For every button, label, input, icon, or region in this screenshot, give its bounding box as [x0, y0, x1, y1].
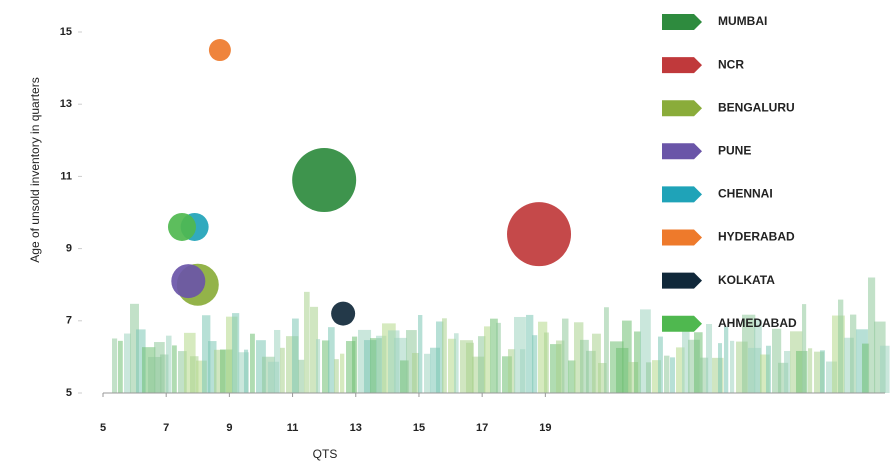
skyline-building — [352, 337, 357, 393]
legend-label: BENGALURU — [718, 100, 795, 114]
bubble — [507, 202, 571, 266]
bubble — [171, 264, 205, 298]
skyline-building — [166, 336, 172, 393]
chart: Age of unsold inventory in quarters QTS … — [0, 0, 890, 468]
x-tick-label: 9 — [226, 422, 232, 434]
skyline-background — [112, 278, 890, 393]
skyline-building — [334, 359, 339, 393]
skyline-building — [646, 362, 651, 393]
skyline-building — [670, 357, 675, 393]
y-tick-label: 13 — [60, 98, 72, 110]
bubble — [209, 39, 231, 61]
skyline-building — [850, 315, 856, 393]
legend-label: NCR — [718, 57, 744, 71]
skyline-building — [424, 354, 430, 393]
x-tick-label: 5 — [100, 422, 106, 434]
skyline-building — [718, 343, 722, 393]
legend-marker — [662, 316, 702, 332]
skyline-building — [808, 348, 812, 393]
skyline-building — [838, 300, 843, 393]
skyline-building — [112, 338, 117, 393]
legend-label: MUMBAI — [718, 14, 767, 28]
x-tick-label: 17 — [476, 422, 488, 434]
y-tick-label: 5 — [66, 387, 72, 399]
y-tick-label: 7 — [66, 315, 72, 327]
y-tick-label: 9 — [66, 243, 72, 255]
skyline-building — [280, 348, 285, 393]
legend-marker — [662, 230, 702, 246]
bubble — [168, 213, 196, 241]
x-axis-label: QTS — [313, 447, 338, 461]
skyline-building — [766, 346, 771, 393]
skyline-building — [172, 345, 177, 393]
x-tick-label: 15 — [413, 422, 425, 434]
y-tick-label: 11 — [60, 170, 72, 182]
legend-marker — [662, 143, 702, 159]
skyline-building — [496, 323, 501, 393]
skyline-building — [784, 351, 790, 393]
skyline-building — [634, 331, 641, 393]
skyline-building — [274, 330, 280, 393]
skyline-building — [658, 337, 663, 393]
skyline-building — [484, 326, 490, 393]
skyline-building — [664, 356, 669, 393]
skyline-building — [250, 334, 255, 393]
skyline-building — [880, 346, 890, 393]
skyline-building — [532, 335, 537, 393]
skyline-building — [454, 333, 459, 393]
skyline-building — [544, 332, 549, 393]
x-tick-label: 19 — [539, 422, 551, 434]
bubble — [331, 302, 355, 326]
legend-marker — [662, 273, 702, 289]
skyline-building — [520, 349, 525, 393]
x-tick-label: 11 — [287, 422, 299, 434]
skyline-building — [706, 324, 712, 393]
skyline-building — [298, 360, 304, 393]
skyline-building — [124, 334, 131, 393]
skyline-building — [604, 307, 609, 393]
skyline-building — [244, 350, 248, 393]
skyline-building — [418, 315, 422, 393]
legend-label: AHMEDABAD — [718, 316, 797, 330]
x-tick-label: 7 — [163, 422, 169, 434]
y-tick-label: 15 — [60, 26, 72, 38]
skyline-building — [802, 304, 806, 393]
legend-label: HYDERABAD — [718, 230, 795, 244]
legend-label: CHENNAI — [718, 187, 773, 201]
legend-label: PUNE — [718, 143, 751, 157]
skyline-building — [304, 292, 310, 393]
legend-label: KOLKATA — [718, 273, 775, 287]
skyline-building — [328, 327, 335, 393]
skyline-building — [340, 354, 344, 393]
legend-marker — [662, 186, 702, 202]
skyline-building — [316, 339, 320, 393]
bubble — [292, 148, 356, 212]
skyline-building — [292, 319, 299, 393]
y-axis-label: Age of unsold inventory in quarters — [28, 77, 42, 262]
skyline-building — [562, 319, 568, 393]
skyline-building — [820, 350, 825, 393]
skyline-building — [730, 341, 734, 393]
legend-marker — [662, 100, 702, 116]
x-tick-label: 13 — [350, 422, 362, 434]
skyline-building — [724, 327, 728, 393]
skyline-building — [442, 318, 447, 393]
legend-marker — [662, 57, 702, 73]
legend-marker — [662, 14, 702, 30]
skyline-building — [118, 341, 123, 393]
